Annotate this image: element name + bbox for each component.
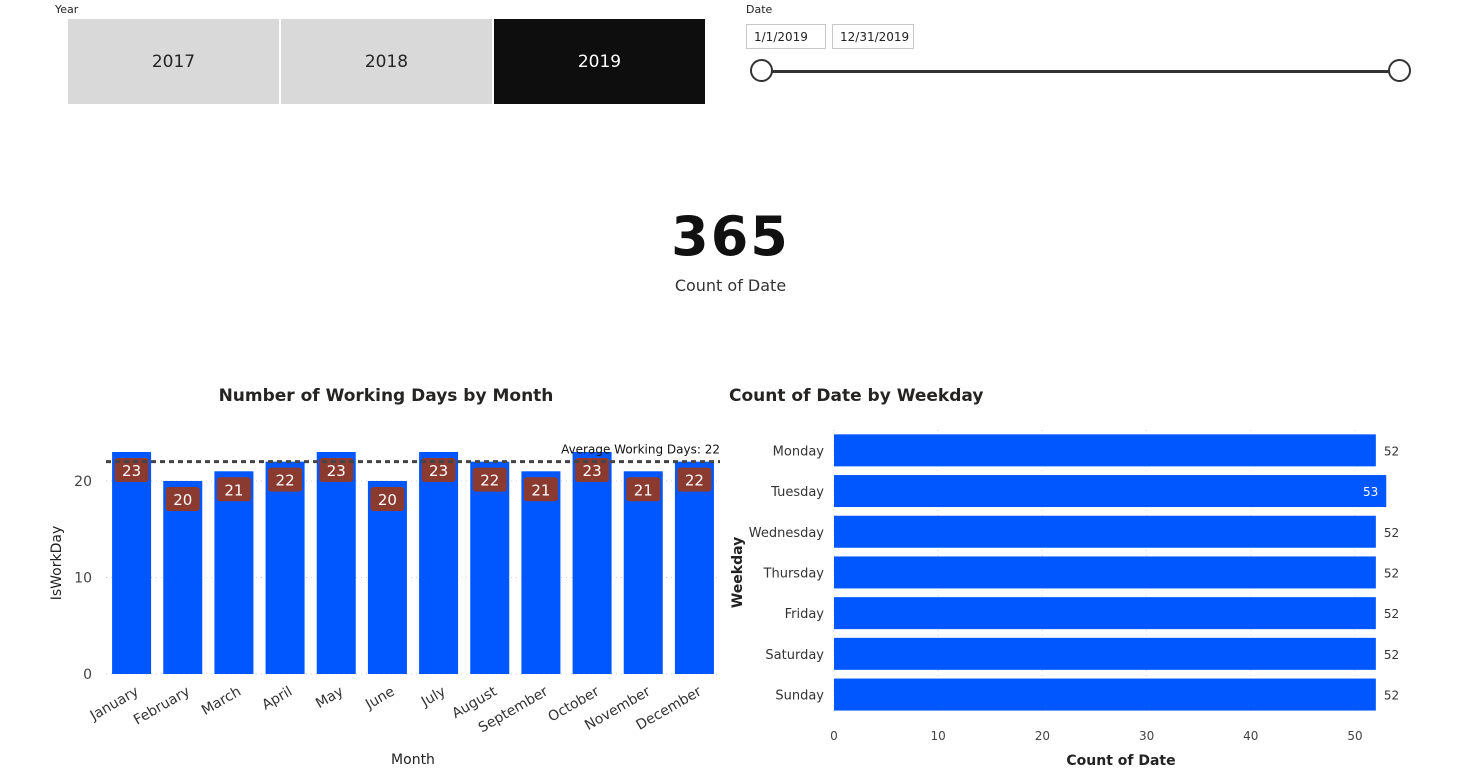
year-tile-2017[interactable]: 2017 xyxy=(68,19,279,104)
year-tile-2019[interactable]: 2019 xyxy=(494,19,705,104)
y-tick-label: Monday xyxy=(773,444,825,459)
date-end-input[interactable]: 12/31/2019 xyxy=(832,24,914,49)
x-tick-label: July xyxy=(418,684,449,711)
date-slider-track[interactable] xyxy=(762,70,1400,73)
bar xyxy=(674,461,714,674)
bar xyxy=(521,471,561,674)
bar xyxy=(470,461,510,674)
x-tick-label: March xyxy=(199,684,244,719)
y-tick-label: Sunday xyxy=(775,689,824,704)
bar xyxy=(623,471,663,674)
x-axis-title: Month xyxy=(391,752,435,768)
x-tick-label: 30 xyxy=(1139,729,1154,743)
data-label: 52 xyxy=(1384,444,1399,458)
data-label-bg xyxy=(523,477,558,502)
average-reference-label: Average Working Days: 22 xyxy=(561,443,720,457)
bar xyxy=(316,452,356,674)
y-axis-title: IsWorkDay xyxy=(49,526,65,601)
data-label-bg xyxy=(319,458,354,482)
bar xyxy=(214,471,254,674)
x-tick-label: 20 xyxy=(1035,729,1050,743)
bar xyxy=(163,480,203,674)
x-tick-label: February xyxy=(131,684,193,729)
bar xyxy=(834,678,1376,711)
data-label: 21 xyxy=(634,481,653,499)
x-tick-label: 0 xyxy=(830,729,838,743)
data-label: 23 xyxy=(327,462,346,480)
y-axis-title: Weekday xyxy=(730,537,746,608)
data-label-bg xyxy=(677,467,712,492)
data-label-bg xyxy=(268,467,303,492)
data-label: 52 xyxy=(1384,648,1399,662)
bar xyxy=(834,597,1376,630)
year-tile-2018[interactable]: 2018 xyxy=(281,19,492,104)
data-label: 23 xyxy=(583,462,602,480)
data-label: 21 xyxy=(531,481,550,499)
x-axis-title: Count of Date xyxy=(1066,753,1175,769)
date-slider-end-handle[interactable] xyxy=(1388,59,1411,82)
data-label: 53 xyxy=(1363,485,1378,499)
data-label-bg xyxy=(421,458,456,482)
data-label-bg xyxy=(575,458,610,482)
date-start-input[interactable]: 1/1/2019 xyxy=(746,24,826,49)
bar xyxy=(367,480,407,674)
data-label: 20 xyxy=(173,491,192,509)
working-days-chart: 0102023January20February21March22April23… xyxy=(49,443,720,768)
data-label-bg xyxy=(216,477,251,502)
weekday-chart-title: Count of Date by Weekday xyxy=(729,386,984,406)
y-tick-label: Saturday xyxy=(765,648,824,663)
bar xyxy=(834,637,1376,670)
date-slider-start-handle[interactable] xyxy=(750,59,773,82)
data-label: 23 xyxy=(429,462,448,480)
x-tick-label: April xyxy=(259,684,295,714)
bar xyxy=(112,452,152,674)
bar xyxy=(419,452,459,674)
bar xyxy=(834,556,1376,589)
data-label: 52 xyxy=(1384,689,1399,703)
data-label-bg xyxy=(114,458,149,482)
x-tick-label: 50 xyxy=(1347,729,1362,743)
data-label: 22 xyxy=(480,472,499,490)
bar xyxy=(834,475,1387,508)
kpi-value: 365 xyxy=(671,205,790,268)
x-tick-label: 10 xyxy=(931,729,946,743)
kpi-label: Count of Date xyxy=(674,276,787,295)
y-tick-label: Wednesday xyxy=(749,526,825,541)
bar xyxy=(834,515,1376,548)
y-tick-label: Friday xyxy=(785,607,825,622)
y-tick-label: Tuesday xyxy=(770,485,824,500)
data-label-bg xyxy=(370,486,405,511)
year-slicer: 2017 2018 2019 xyxy=(68,19,705,104)
year-slicer-title: Year xyxy=(55,3,79,16)
y-tick-label: 0 xyxy=(83,667,92,683)
data-label: 23 xyxy=(122,462,141,480)
data-label-bg xyxy=(165,486,200,511)
date-slicer-title: Date xyxy=(746,3,773,16)
data-label: 52 xyxy=(1384,566,1399,580)
bar xyxy=(834,434,1376,467)
bar xyxy=(572,452,612,674)
x-tick-label: 40 xyxy=(1243,729,1258,743)
data-label-bg xyxy=(472,467,507,492)
data-label: 22 xyxy=(276,472,295,490)
data-label: 22 xyxy=(685,472,704,490)
data-label: 20 xyxy=(378,491,397,509)
x-tick-label: June xyxy=(362,684,397,714)
data-label-bg xyxy=(626,477,661,502)
data-label: 52 xyxy=(1384,526,1399,540)
y-tick-label: Thursday xyxy=(763,566,825,581)
data-label: 21 xyxy=(224,481,243,499)
bar xyxy=(265,461,305,674)
x-tick-label: May xyxy=(313,684,346,712)
working-days-chart-title: Number of Working Days by Month xyxy=(218,386,554,406)
y-tick-label: 20 xyxy=(74,474,92,490)
weekday-chart: 0 10 20 30 40 50 Monday 52 Tuesday 53 Wednesday 52 T… xyxy=(730,430,1399,769)
data-label: 52 xyxy=(1384,607,1399,621)
y-tick-label: 10 xyxy=(74,570,92,586)
